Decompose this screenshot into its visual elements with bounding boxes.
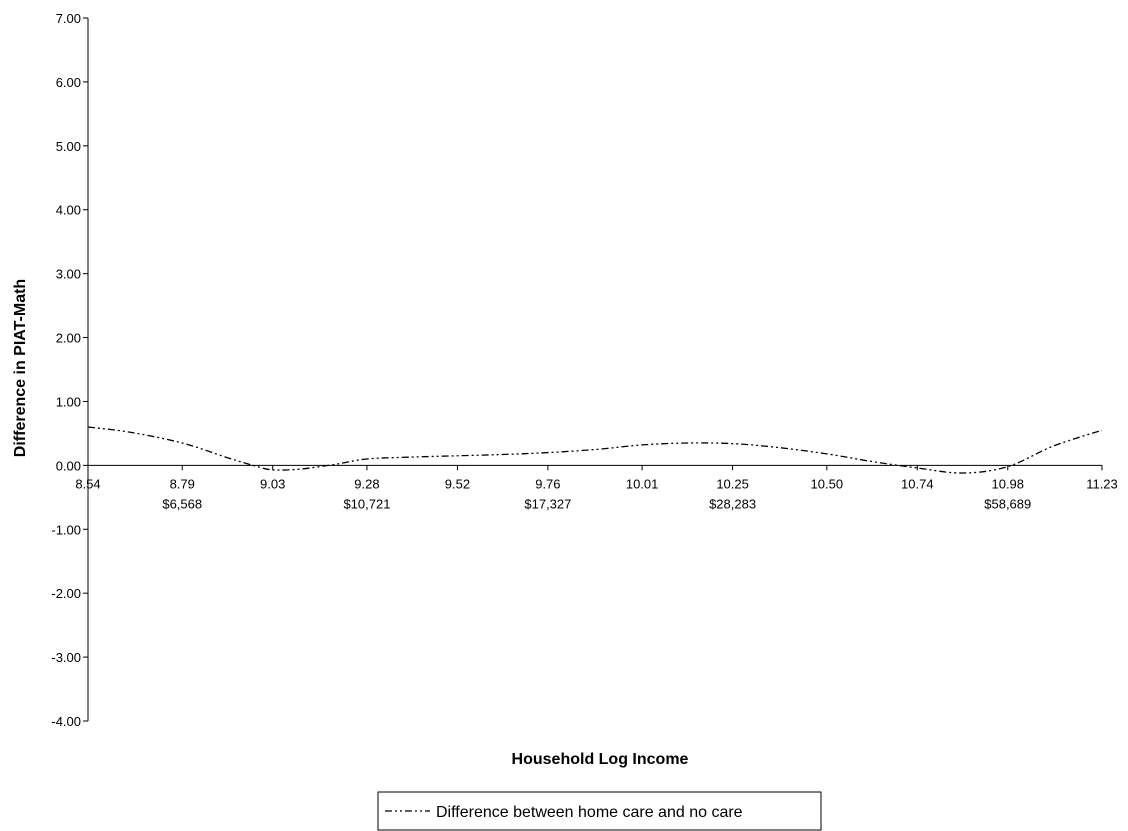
income-label: $58,689 bbox=[984, 496, 1031, 511]
x-tick-label: 9.76 bbox=[535, 476, 560, 491]
y-tick-label: -1.00 bbox=[51, 522, 81, 537]
x-tick-label: 11.23 bbox=[1086, 476, 1118, 491]
income-label: $28,283 bbox=[709, 496, 756, 511]
y-tick-label: 3.00 bbox=[56, 267, 81, 282]
x-axis: 8.54 8.79 9.03 9.28 9.52 9.76 10.01 10.25 10.50 1… bbox=[75, 464, 1118, 511]
y-tick-label: 7.00 bbox=[56, 11, 81, 26]
x-tick-label: 8.54 bbox=[75, 476, 100, 491]
x-tick-label: 10.01 bbox=[626, 476, 659, 491]
income-label: $10,721 bbox=[343, 496, 390, 511]
x-axis-title: Household Log Income bbox=[512, 751, 689, 768]
y-tick-label: 6.00 bbox=[56, 75, 81, 90]
y-tick-label: -2.00 bbox=[51, 586, 81, 601]
y-tick-label: 5.00 bbox=[56, 139, 81, 154]
y-axis-title: Difference in PIAT-Math bbox=[12, 279, 29, 457]
income-label: $6,568 bbox=[162, 496, 202, 511]
y-tick-label: 2.00 bbox=[56, 331, 81, 346]
y-tick-label: -3.00 bbox=[51, 650, 81, 665]
y-tick-label: 4.00 bbox=[56, 203, 81, 218]
y-tick-label: 1.00 bbox=[56, 394, 81, 409]
legend-label: Difference between home care and no care bbox=[436, 804, 743, 821]
series-group bbox=[87, 426, 1103, 474]
x-tick-label: 10.74 bbox=[901, 476, 934, 491]
x-tick-label: 8.79 bbox=[170, 476, 195, 491]
legend: Difference between home care and no care bbox=[377, 791, 822, 831]
series-line bbox=[87, 426, 1103, 474]
x-tick-label: 9.52 bbox=[445, 476, 470, 491]
x-tick-label: 10.50 bbox=[811, 476, 844, 491]
x-tick-label: 10.25 bbox=[716, 476, 749, 491]
y-axis: 7.00 6.00 5.00 4.00 3.00 2.00 1.00 0.00 -1.00 -2.… bbox=[51, 11, 89, 729]
y-tick-label: -4.00 bbox=[51, 714, 81, 729]
x-tick-label: 9.28 bbox=[354, 476, 379, 491]
x-tick-label: 10.98 bbox=[991, 476, 1024, 491]
x-tick-label: 9.03 bbox=[260, 476, 285, 491]
legend-box bbox=[377, 791, 822, 831]
y-tick-label: 0.00 bbox=[56, 458, 81, 473]
income-label: $17,327 bbox=[524, 496, 571, 511]
